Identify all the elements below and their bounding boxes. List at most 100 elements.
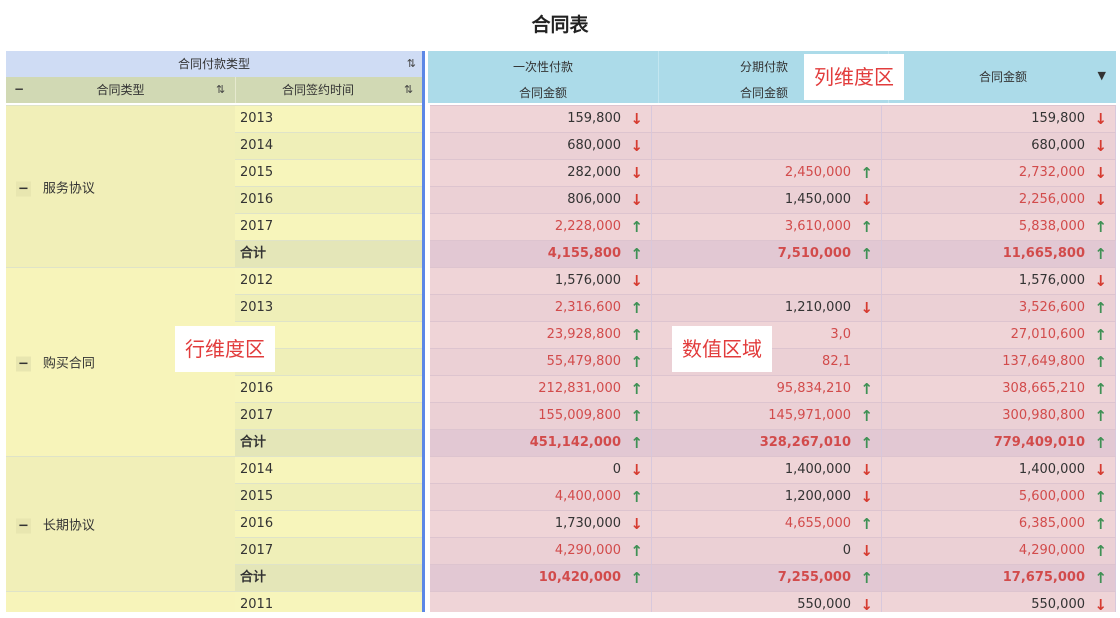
payment-type-header[interactable]: 合同付款类型 bbox=[177, 57, 250, 71]
value-cell[interactable]: 680,000 ↓ bbox=[430, 132, 652, 159]
sort-icon[interactable]: ⇅ bbox=[406, 57, 416, 70]
year-cell[interactable]: 2011 bbox=[235, 591, 422, 612]
year-cell[interactable]: 2015 bbox=[235, 483, 422, 510]
value-text: 11,665,800 bbox=[1002, 246, 1085, 261]
value-cell[interactable]: 328,267,010 ↑ bbox=[652, 429, 882, 456]
value-cell[interactable]: 23,928,800 ↑ bbox=[430, 321, 652, 348]
value-cell[interactable]: 1,576,000 ↓ bbox=[882, 267, 1116, 294]
value-cell[interactable]: 2,256,000 ↓ bbox=[882, 186, 1116, 213]
value-cell[interactable]: 2,450,000 ↑ bbox=[652, 159, 882, 186]
year-cell[interactable]: 2017 bbox=[235, 537, 422, 564]
value-cell[interactable]: 95,834,210 ↑ bbox=[652, 375, 882, 402]
year-cell[interactable]: 2013 bbox=[235, 294, 422, 321]
year-cell[interactable]: 2014 bbox=[235, 132, 422, 159]
arrow-down-icon: ↓ bbox=[630, 272, 643, 290]
total-amount-header[interactable]: 合同金额 bbox=[978, 70, 1027, 84]
value-cell[interactable]: 6,385,000 ↑ bbox=[882, 510, 1116, 537]
value-cell[interactable]: 145,971,000 ↑ bbox=[652, 402, 882, 429]
value-cell[interactable]: 1,400,000 ↓ bbox=[882, 456, 1116, 483]
value-cell[interactable]: 2,732,000 ↓ bbox=[882, 159, 1116, 186]
arrow-up-icon: ↑ bbox=[1094, 353, 1107, 371]
value-cell[interactable]: 55,479,800 ↑ bbox=[430, 348, 652, 375]
amount-header[interactable]: 合同金额 bbox=[518, 86, 567, 100]
value-cell[interactable]: 806,000 ↓ bbox=[430, 186, 652, 213]
value-cell[interactable]: 550,000 ↓ bbox=[652, 591, 882, 612]
year-cell[interactable]: 2017 bbox=[235, 213, 422, 240]
value-cell[interactable] bbox=[652, 105, 882, 132]
year-cell[interactable]: 2012 bbox=[235, 267, 422, 294]
value-cell[interactable]: 300,980,800 ↑ bbox=[882, 402, 1116, 429]
year-cell[interactable]: 2014 bbox=[235, 456, 422, 483]
value-cell[interactable]: 308,665,210 ↑ bbox=[882, 375, 1116, 402]
installment-header[interactable]: 分期付款 bbox=[739, 60, 788, 74]
value-cell[interactable]: 2,316,600 ↑ bbox=[430, 294, 652, 321]
collapse-icon[interactable]: − bbox=[16, 181, 31, 196]
value-cell[interactable]: 212,831,000 ↑ bbox=[430, 375, 652, 402]
year-cell[interactable]: 2016 bbox=[235, 186, 422, 213]
collapse-all-icon[interactable]: − bbox=[14, 82, 25, 96]
value-cell[interactable]: 1,450,000 ↓ bbox=[652, 186, 882, 213]
sign-date-header[interactable]: 合同签约时间 bbox=[235, 77, 400, 103]
contract-type-cell[interactable]: − 长期协议 bbox=[6, 456, 235, 591]
value-cell[interactable]: 4,400,000 ↑ bbox=[430, 483, 652, 510]
value-cell[interactable]: 1,400,000 ↓ bbox=[652, 456, 882, 483]
value-cell[interactable]: 0 ↓ bbox=[652, 537, 882, 564]
sort-icon[interactable]: ⇅ bbox=[216, 83, 226, 96]
value-cell[interactable]: 1,200,000 ↓ bbox=[652, 483, 882, 510]
column-zone-label: 列维度区 bbox=[804, 54, 904, 100]
year-cell[interactable]: 2017 bbox=[235, 402, 422, 429]
year-cell[interactable]: 合计 bbox=[235, 429, 422, 456]
frozen-divider[interactable] bbox=[422, 51, 425, 612]
value-cell[interactable]: 10,420,000 ↑ bbox=[430, 564, 652, 591]
lump-sum-header[interactable]: 一次性付款 bbox=[512, 60, 573, 74]
value-cell[interactable]: 5,600,000 ↑ bbox=[882, 483, 1116, 510]
value-cell[interactable]: 1,576,000 ↓ bbox=[430, 267, 652, 294]
value-cell[interactable] bbox=[652, 267, 882, 294]
value-cell[interactable]: 7,510,000 ↑ bbox=[652, 240, 882, 267]
value-cell[interactable]: 4,290,000 ↑ bbox=[430, 537, 652, 564]
year-cell[interactable]: 2016 bbox=[235, 375, 422, 402]
table-row: 2012 1,576,000 ↓ 1,576,000 ↓ bbox=[6, 267, 1116, 294]
value-cell[interactable]: 17,675,000 ↑ bbox=[882, 564, 1116, 591]
value-cell[interactable]: 137,649,800 ↑ bbox=[882, 348, 1116, 375]
contract-type-header[interactable]: 合同类型 bbox=[96, 83, 145, 97]
contract-type-cell[interactable]: − 服务协议 bbox=[6, 105, 235, 267]
year-cell[interactable]: 合计 bbox=[235, 564, 422, 591]
subtotal-row: 合计 10,420,000 ↑ 7,255,000 ↑ 17,675,000 ↑ bbox=[6, 564, 1116, 591]
value-cell[interactable]: 4,655,000 ↑ bbox=[652, 510, 882, 537]
contract-type-cell[interactable] bbox=[6, 591, 235, 612]
group-label: 长期协议 bbox=[42, 518, 95, 534]
value-cell[interactable] bbox=[430, 591, 652, 612]
collapse-icon[interactable]: − bbox=[16, 356, 31, 372]
value-cell[interactable]: 11,665,800 ↑ bbox=[882, 240, 1116, 267]
value-cell[interactable]: 2,228,000 ↑ bbox=[430, 213, 652, 240]
year-cell[interactable]: 合计 bbox=[235, 240, 422, 267]
year-cell[interactable]: 2013 bbox=[235, 105, 422, 132]
value-cell[interactable]: 779,409,010 ↑ bbox=[882, 429, 1116, 456]
value-cell[interactable]: 159,800 ↓ bbox=[882, 105, 1116, 132]
year-cell[interactable]: 2015 bbox=[235, 159, 422, 186]
value-cell[interactable]: 155,009,800 ↑ bbox=[430, 402, 652, 429]
value-cell[interactable] bbox=[652, 132, 882, 159]
dropdown-icon[interactable]: ▼ bbox=[1097, 69, 1106, 82]
value-cell[interactable]: 3,610,000 ↑ bbox=[652, 213, 882, 240]
value-cell[interactable]: 451,142,000 ↑ bbox=[430, 429, 652, 456]
value-cell[interactable]: 680,000 ↓ bbox=[882, 132, 1116, 159]
value-cell[interactable]: 5,838,000 ↑ bbox=[882, 213, 1116, 240]
value-cell[interactable]: 4,290,000 ↑ bbox=[882, 537, 1116, 564]
sort-icon[interactable]: ⇅ bbox=[404, 83, 414, 96]
value-cell[interactable]: 27,010,600 ↑ bbox=[882, 321, 1116, 348]
value-cell[interactable]: 7,255,000 ↑ bbox=[652, 564, 882, 591]
amount-header[interactable]: 合同金额 bbox=[739, 86, 788, 100]
value-cell[interactable]: 3,526,600 ↑ bbox=[882, 294, 1116, 321]
collapse-icon[interactable]: − bbox=[16, 518, 31, 534]
value-cell[interactable]: 0 ↓ bbox=[430, 456, 652, 483]
value-cell[interactable]: 1,210,000 ↓ bbox=[652, 294, 882, 321]
arrow-down-icon: ↓ bbox=[630, 137, 643, 155]
value-cell[interactable]: 550,000 ↓ bbox=[882, 591, 1116, 612]
value-cell[interactable]: 1,730,000 ↓ bbox=[430, 510, 652, 537]
value-cell[interactable]: 4,155,800 ↑ bbox=[430, 240, 652, 267]
value-cell[interactable]: 159,800 ↓ bbox=[430, 105, 652, 132]
year-cell[interactable]: 2016 bbox=[235, 510, 422, 537]
value-cell[interactable]: 282,000 ↓ bbox=[430, 159, 652, 186]
